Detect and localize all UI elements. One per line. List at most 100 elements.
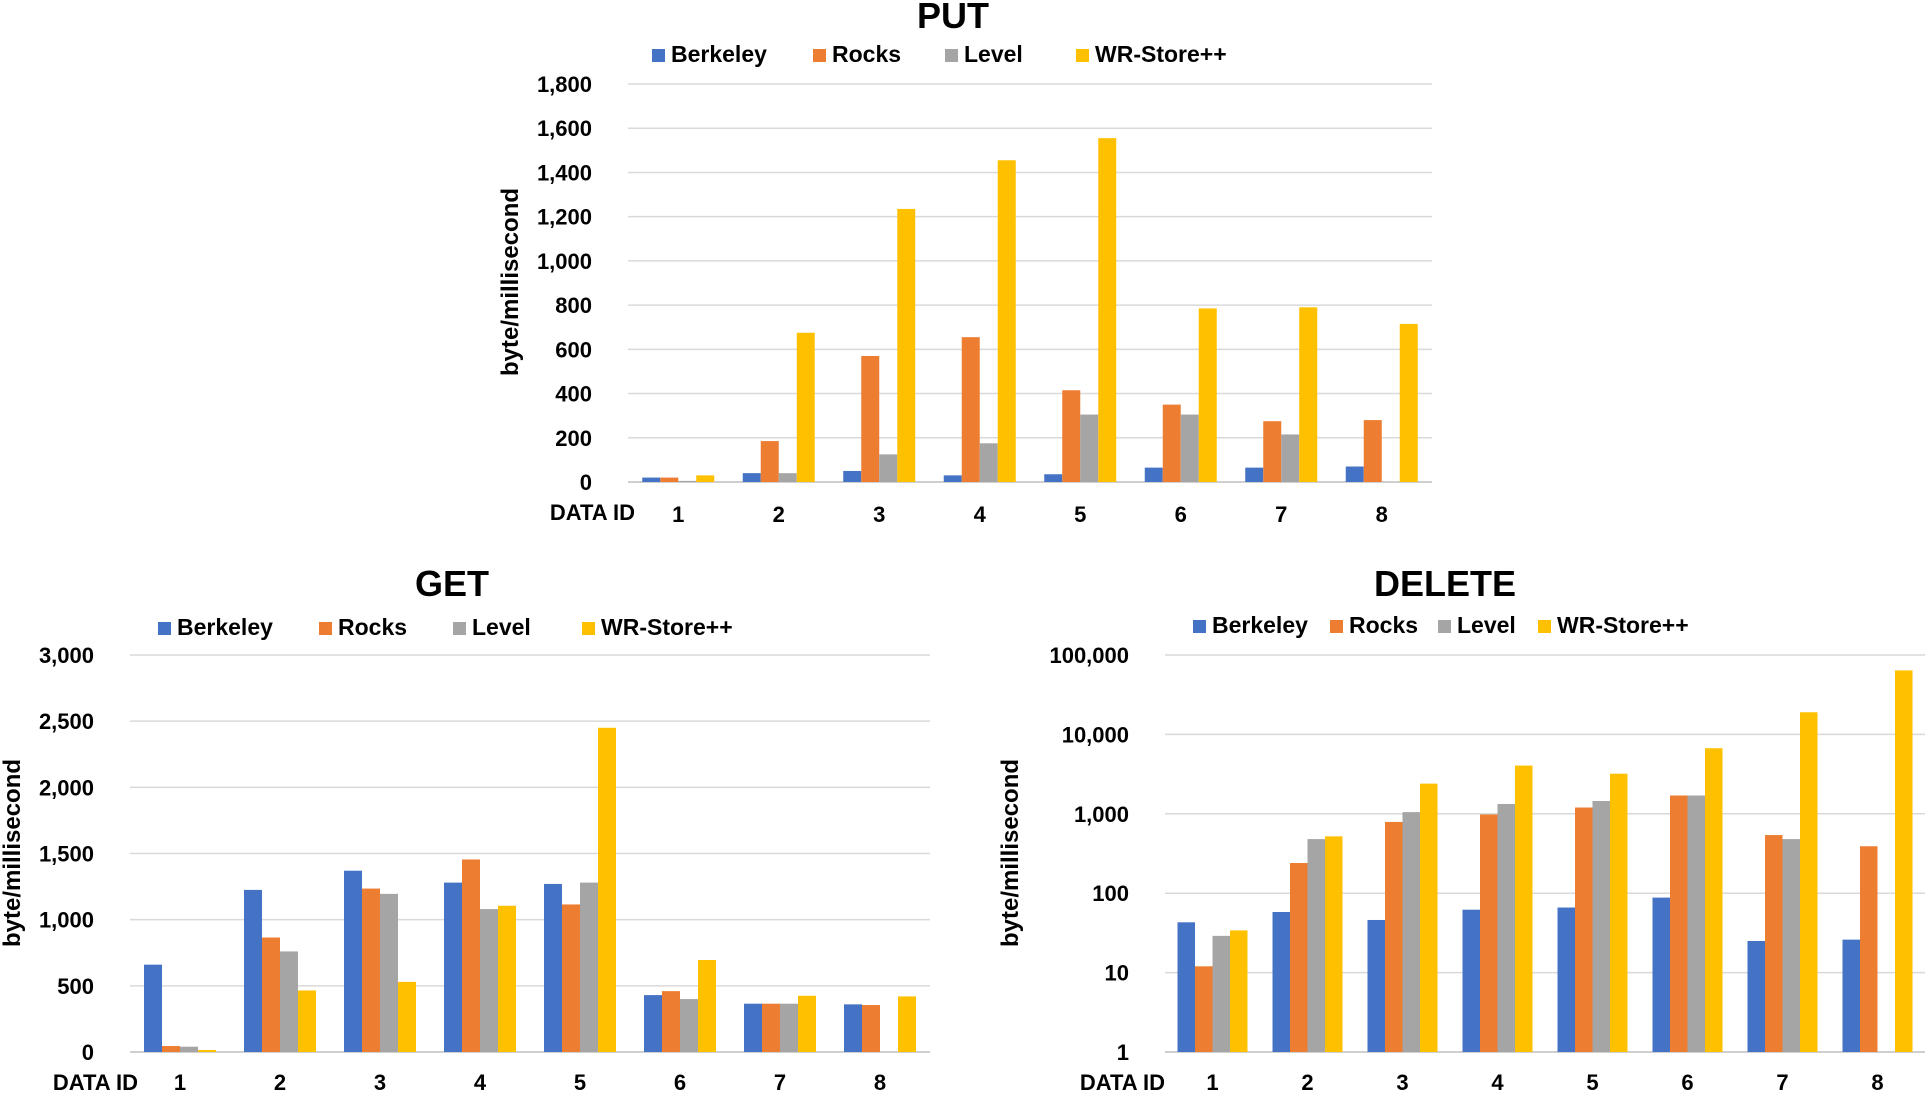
bar-wr-store-1 — [696, 475, 715, 482]
x-tick-label: 7 — [774, 1070, 786, 1095]
bar-wr-store-3 — [398, 981, 416, 1052]
bar-wr-store-6 — [1705, 748, 1723, 1052]
put-chart: PUT byte/millisecond DATA ID 0 200 400 600 8… — [497, 0, 1432, 527]
bar-wr-store-1 — [1230, 930, 1248, 1052]
y-tick-label: 100 — [1092, 881, 1129, 906]
y-tick-label: 3,000 — [39, 643, 94, 668]
legend-label: Berkeley — [671, 41, 767, 67]
bar-wr-store-6 — [1198, 308, 1217, 482]
x-axis-label: DATA ID — [1080, 1070, 1165, 1095]
bar-level-2 — [280, 951, 298, 1052]
x-tick-label: 2 — [1301, 1070, 1313, 1095]
chart-title: GET — [415, 563, 489, 604]
x-tick-label: 6 — [1175, 502, 1187, 527]
chart-title: PUT — [917, 0, 989, 36]
x-tick-label: 4 — [474, 1070, 487, 1095]
bar-berkeley-5 — [1557, 907, 1575, 1052]
y-tick-label: 1,800 — [537, 72, 592, 97]
bar-wr-store-3 — [897, 208, 916, 482]
bar-berkeley-4 — [444, 882, 462, 1052]
chart-title: DELETE — [1374, 563, 1516, 604]
y-tick-label: 1,200 — [537, 205, 592, 230]
x-tick-label: 4 — [1491, 1070, 1504, 1095]
bar-rocks-5 — [1062, 390, 1081, 482]
bar-berkeley-8 — [1842, 939, 1860, 1052]
bar-level-3 — [879, 454, 898, 482]
y-tick-label: 800 — [555, 293, 592, 318]
legend-label: WR-Store++ — [601, 614, 733, 640]
bar-wr-store-3 — [1420, 783, 1438, 1052]
legend-label: WR-Store++ — [1557, 612, 1689, 638]
bar-level-6 — [1687, 795, 1705, 1052]
bar-berkeley-5 — [544, 883, 562, 1052]
bar-wr-store-2 — [1325, 836, 1343, 1052]
y-axis-label: byte/millisecond — [997, 759, 1024, 947]
x-tick-label: 2 — [773, 502, 785, 527]
bar-wr-store-8 — [898, 996, 916, 1052]
bar-level-7 — [1782, 839, 1800, 1052]
legend-swatch — [158, 622, 171, 635]
bar-rocks-2 — [262, 937, 280, 1052]
x-tick-label: 7 — [1776, 1070, 1788, 1095]
bar-rocks-4 — [462, 859, 480, 1052]
bar-rocks-6 — [1670, 795, 1688, 1052]
bar-wr-store-6 — [698, 960, 716, 1052]
bar-berkeley-3 — [843, 470, 862, 482]
bar-rocks-6 — [1162, 404, 1181, 482]
bar-level-2 — [778, 473, 797, 482]
legend-swatch — [1193, 620, 1206, 633]
legend-label: Level — [472, 614, 531, 640]
bar-level-1 — [678, 480, 697, 482]
bar-level-5 — [1592, 800, 1610, 1052]
legend-swatch — [1330, 620, 1343, 633]
x-tick-label: 3 — [1396, 1070, 1408, 1095]
y-axis-label: byte/millisecond — [497, 188, 524, 376]
bar-rocks-2 — [1290, 863, 1308, 1052]
bar-berkeley-2 — [742, 473, 761, 482]
bar-berkeley-7 — [1747, 941, 1765, 1052]
bar-wr-store-7 — [798, 995, 816, 1052]
get-chart: GET byte/millisecond DATA ID 0 500 1,000 1,… — [0, 563, 930, 1095]
bar-berkeley-4 — [943, 475, 962, 482]
bar-level-5 — [1080, 414, 1099, 482]
y-tick-label: 10,000 — [1062, 722, 1129, 747]
bar-wr-store-2 — [298, 990, 316, 1052]
x-tick-label: 8 — [874, 1070, 886, 1095]
bar-level-1 — [1212, 935, 1230, 1052]
bar-level-5 — [580, 882, 598, 1052]
bar-level-3 — [1402, 812, 1420, 1052]
bar-berkeley-8 — [1345, 466, 1364, 482]
legend-swatch — [582, 622, 595, 635]
legend-swatch — [1076, 49, 1089, 62]
x-tick-label: 4 — [974, 502, 987, 527]
bar-level-1 — [180, 1046, 198, 1052]
bar-rocks-4 — [961, 337, 980, 482]
bar-wr-store-8 — [1895, 670, 1913, 1052]
y-tick-label: 100,000 — [1049, 643, 1129, 668]
x-tick-label: 5 — [574, 1070, 586, 1095]
y-tick-label: 1,500 — [39, 842, 94, 867]
bar-level-4 — [1497, 803, 1515, 1052]
y-tick-label: 1,600 — [537, 116, 592, 141]
legend-label: Rocks — [832, 41, 901, 67]
bar-level-6 — [1180, 414, 1199, 482]
y-tick-label: 1,000 — [39, 908, 94, 933]
bar-rocks-8 — [1860, 846, 1878, 1052]
x-tick-label: 1 — [672, 502, 684, 527]
y-tick-label: 200 — [555, 426, 592, 451]
x-tick-label: 1 — [1206, 1070, 1218, 1095]
bar-wr-store-8 — [1399, 323, 1418, 482]
bar-rocks-1 — [660, 477, 679, 482]
bar-wr-store-5 — [598, 727, 616, 1052]
legend-swatch — [652, 49, 665, 62]
x-axis-label: DATA ID — [53, 1070, 138, 1095]
bar-berkeley-3 — [344, 870, 362, 1052]
bar-rocks-7 — [1263, 421, 1282, 482]
bar-rocks-2 — [760, 441, 779, 482]
bar-rocks-3 — [362, 888, 380, 1052]
bar-level-7 — [1281, 434, 1300, 482]
x-tick-label: 5 — [1074, 502, 1086, 527]
bar-berkeley-4 — [1462, 909, 1480, 1052]
bar-berkeley-7 — [1245, 467, 1264, 482]
